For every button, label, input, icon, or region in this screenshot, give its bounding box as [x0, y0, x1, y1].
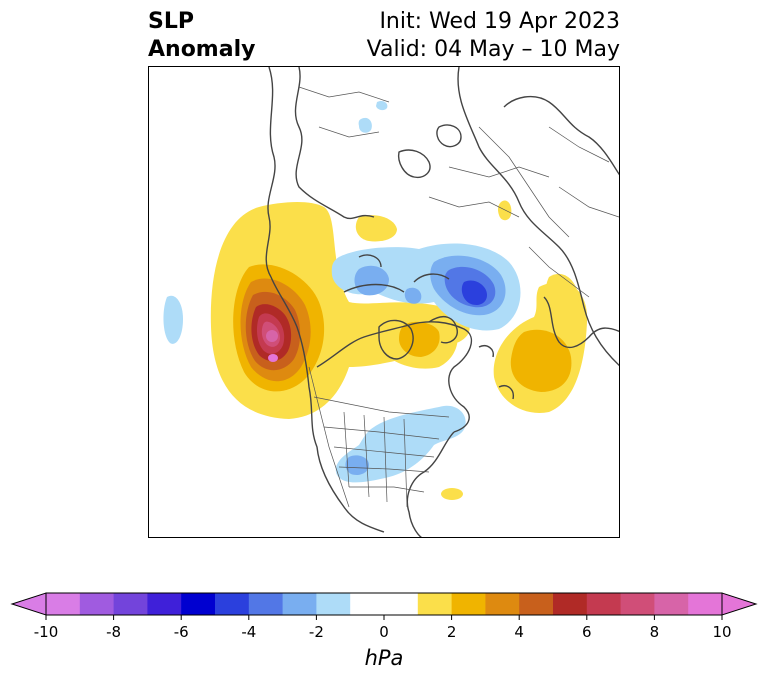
colorbar-bin-12: [485, 593, 520, 615]
pacific-negative-blob: [163, 295, 183, 344]
colorbar-bin-18: [688, 593, 723, 615]
colorbar-tick-label: -10: [34, 623, 59, 641]
colorbar-tick-label: 10: [712, 623, 731, 641]
colorbar-bin-17: [654, 593, 689, 615]
colorbar-tick-label: -8: [106, 623, 121, 641]
colorbar-bin-7: [282, 593, 317, 615]
colorbar-extend-high: [721, 592, 758, 616]
colorbar-bin-9: [350, 593, 419, 615]
colorbar-bin-3: [147, 593, 182, 615]
colorbar-bin-11: [451, 593, 486, 615]
colorbar-bin-4: [181, 593, 216, 615]
colorbar-bin-6: [248, 593, 284, 615]
title-line-1: SLP: [148, 9, 194, 34]
valid-range: Valid: 04 May – 10 May: [366, 37, 620, 62]
north-america-negative-anomaly: [335, 405, 466, 483]
europe-positive-anomaly: [493, 273, 588, 413]
siberia-negative-blob: [358, 117, 372, 133]
arctic-negative-anomaly: [331, 243, 521, 331]
colorbar-tick-label: 8: [650, 623, 660, 641]
colorbar-bin-10: [417, 593, 453, 615]
colorbar-unit-label: hPa: [364, 646, 404, 670]
coastlines: [265, 67, 619, 537]
colorbar: -10 -8 -6 -4 -2 0 2 4 6 8 10: [10, 592, 758, 641]
colorbar-bin-16: [620, 593, 655, 615]
colorbar-extend-low: [10, 592, 47, 616]
political-borders: [298, 86, 619, 508]
colorbar-bin-14: [553, 593, 588, 615]
colorbar-bin-13: [519, 593, 554, 615]
colorbar-bin-15: [586, 593, 622, 615]
init-date: Init: Wed 19 Apr 2023: [379, 9, 620, 34]
gulf-positive-blob: [441, 488, 463, 500]
siberia-positive-blob: [497, 200, 512, 221]
map-title: SLP Anomaly: [148, 8, 255, 64]
hudson-positive-anomaly: [378, 308, 458, 369]
colorbar-bin-8: [316, 593, 351, 615]
colorbar-tick-label: 0: [379, 623, 389, 641]
colorbar-bin-1: [79, 593, 115, 615]
colorbar-tick-label: -2: [309, 623, 324, 641]
colorbar-bin-5: [215, 593, 250, 615]
pacific-positive-anomaly: [210, 202, 470, 419]
colorbar-tick-label: -6: [174, 623, 189, 641]
colorbar-tick-label: 4: [514, 623, 524, 641]
colorbar-bin-2: [113, 593, 148, 615]
colorbar-tick-label: 2: [447, 623, 457, 641]
slp-anomaly-map: [148, 66, 620, 538]
forecast-dates: Init: Wed 19 Apr 2023 Valid: 04 May – 10…: [367, 8, 620, 64]
colorbar-tick-label: -4: [241, 623, 256, 641]
colorbar-bin-0: [46, 593, 81, 615]
title-line-2: Anomaly: [148, 37, 256, 62]
arctic-positive-blob: [355, 215, 397, 242]
siberia-negative-blob-2: [376, 100, 388, 111]
colorbar-tick-label: 6: [582, 623, 592, 641]
